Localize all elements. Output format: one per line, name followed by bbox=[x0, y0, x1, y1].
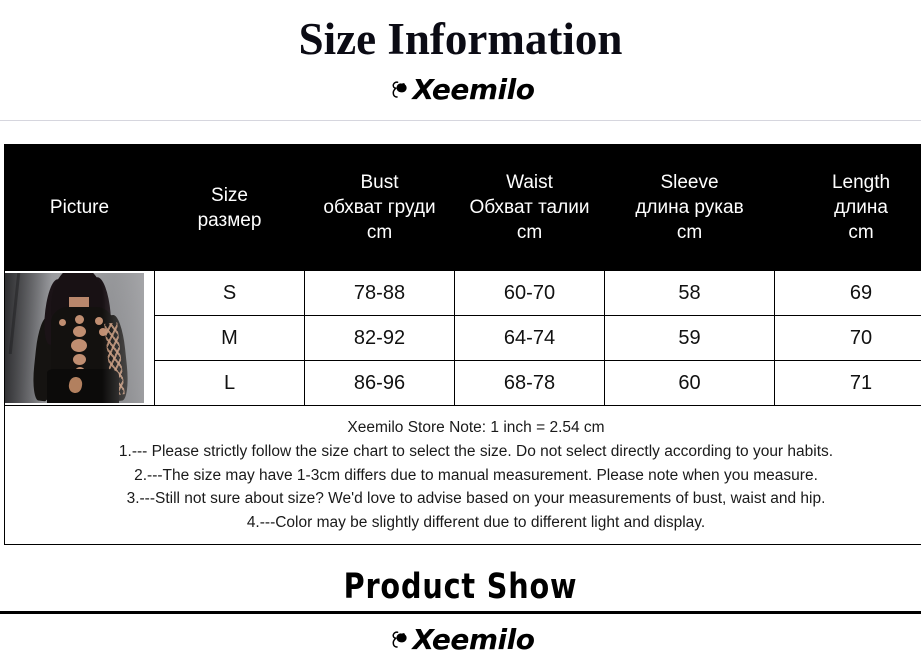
cell-bust: 82-92 bbox=[304, 315, 455, 361]
notes-heading: Xeemilo Store Note: 1 inch = 2.54 cm bbox=[347, 419, 605, 436]
cell-waist: 68-78 bbox=[454, 360, 605, 406]
photo-highlight bbox=[102, 273, 144, 403]
table-header-row: Picture Size размер Bust обхват груди cm… bbox=[4, 144, 921, 271]
cell-length: 69 bbox=[774, 270, 921, 316]
footer-divider bbox=[0, 611, 921, 614]
floral-flourish-icon bbox=[387, 628, 409, 654]
brand-name-bottom: Xeemilo bbox=[412, 623, 535, 656]
cell-sleeve: 60 bbox=[604, 360, 775, 406]
garment-cutout bbox=[73, 354, 86, 365]
garment-cutout bbox=[59, 319, 66, 326]
page-header: Size Information Xeemilo bbox=[0, 0, 921, 108]
garment-cutout bbox=[99, 328, 107, 336]
brand-name-top: Xeemilo bbox=[412, 73, 535, 106]
table-row: M 82-92 64-74 59 70 bbox=[5, 315, 921, 361]
table-row-notes: Xeemilo Store Note: 1 inch = 2.54 cm 1.-… bbox=[4, 405, 921, 545]
column-header-bust: Bust обхват груди cm bbox=[304, 144, 455, 271]
size-chart-table: Picture Size размер Bust обхват груди cm… bbox=[4, 144, 921, 545]
table-row: S 78-88 60-70 58 69 bbox=[4, 270, 921, 406]
header-divider bbox=[0, 120, 921, 121]
model-trousers bbox=[47, 369, 119, 403]
note-line-3: 3.---Still not sure about size? We'd lov… bbox=[126, 490, 826, 507]
size-table-wrapper: Picture Size размер Bust обхват груди cm… bbox=[4, 144, 921, 545]
note-line-4: 4.---Color may be slightly different due… bbox=[246, 513, 706, 531]
column-header-size: Size размер bbox=[154, 144, 305, 271]
column-header-length: Length длина cm bbox=[774, 144, 921, 271]
table-head: Picture Size размер Bust обхват груди cm… bbox=[4, 144, 921, 271]
cell-length: 71 bbox=[774, 360, 921, 406]
cell-size: M bbox=[154, 315, 305, 361]
cell-waist: 60-70 bbox=[454, 270, 605, 316]
cell-length: 70 bbox=[774, 315, 921, 361]
cell-sleeve: 59 bbox=[604, 315, 775, 361]
product-photo bbox=[5, 273, 144, 403]
cell-bust: 78-88 bbox=[304, 270, 455, 316]
table-body: S 78-88 60-70 58 69 M 82-92 64-74 59 70 … bbox=[4, 270, 921, 545]
cell-bust: 86-96 bbox=[304, 360, 455, 406]
garment-cutout bbox=[73, 326, 86, 337]
page-title: Size Information bbox=[298, 14, 623, 64]
product-picture-cell bbox=[4, 270, 155, 406]
page-footer: Product Show Xeemilo bbox=[0, 566, 921, 658]
column-header-picture: Picture bbox=[4, 144, 155, 271]
column-header-sleeve: Sleeve длина рукав cm bbox=[604, 144, 775, 271]
floral-flourish-icon bbox=[387, 78, 409, 104]
cell-size: L bbox=[154, 360, 305, 406]
cell-size: S bbox=[154, 270, 305, 316]
store-notes-cell: Xeemilo Store Note: 1 inch = 2.54 cm 1.-… bbox=[4, 405, 921, 545]
brand-logo-top: Xeemilo bbox=[387, 73, 535, 107]
column-header-waist: Waist Обхват талии cm bbox=[454, 144, 605, 271]
table-row: L 86-96 68-78 60 71 bbox=[5, 360, 921, 406]
garment-cutout bbox=[95, 317, 103, 325]
cell-waist: 64-74 bbox=[454, 315, 605, 361]
cell-sleeve: 58 bbox=[604, 270, 775, 316]
garment-cutout bbox=[75, 315, 84, 324]
garment-cutout bbox=[71, 339, 87, 352]
note-line-1: 1.--- Please strictly follow the size ch… bbox=[118, 443, 834, 460]
note-line-2: 2.---The size may have 1-3cm differs due… bbox=[134, 466, 818, 484]
product-show-title: Product Show bbox=[343, 567, 578, 607]
brand-logo-bottom: Xeemilo bbox=[387, 624, 535, 656]
